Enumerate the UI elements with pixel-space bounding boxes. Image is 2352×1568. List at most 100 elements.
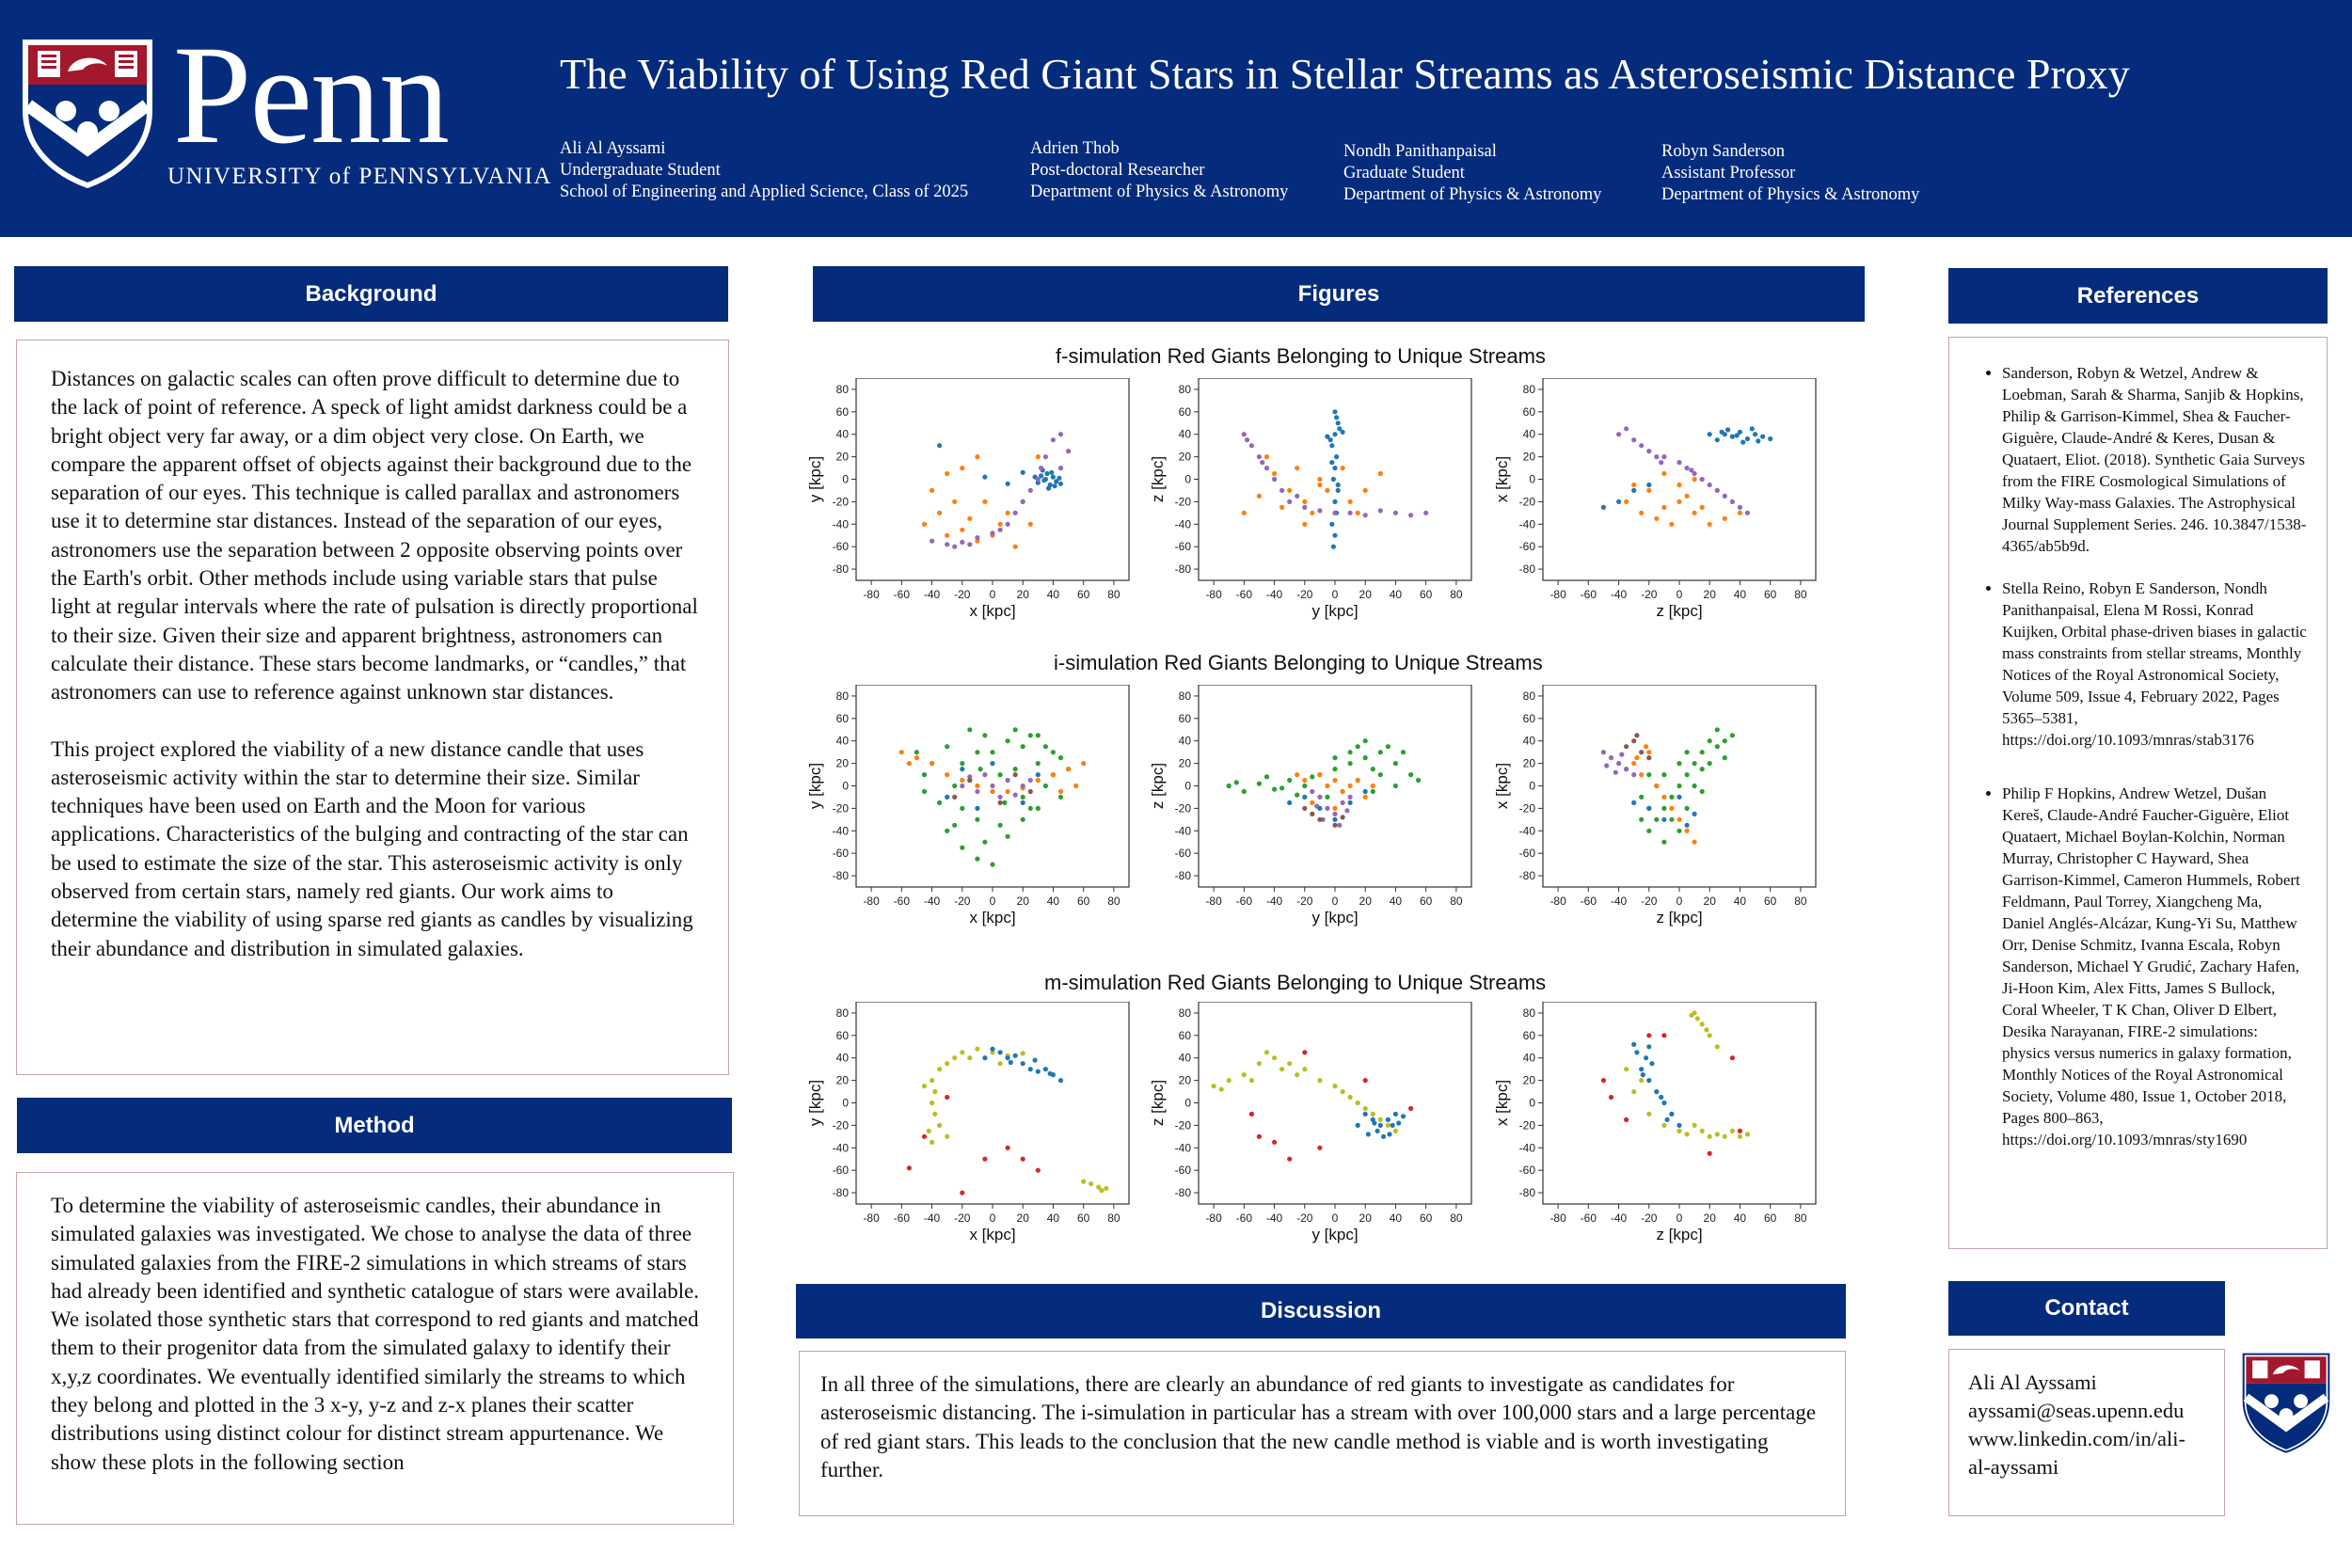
data-point bbox=[1370, 783, 1375, 789]
data-point bbox=[1768, 436, 1773, 442]
data-point bbox=[1035, 733, 1041, 738]
data-point bbox=[1272, 476, 1278, 483]
data-point bbox=[1689, 1012, 1694, 1018]
reference-item: Stella Reino, Robyn E Sanderson, Nondh P… bbox=[2002, 578, 2308, 751]
data-point bbox=[967, 727, 973, 733]
x-tick-label: 80 bbox=[1794, 895, 1807, 908]
data-point bbox=[1287, 487, 1293, 493]
data-point bbox=[1347, 499, 1353, 504]
y-tick-label: 40 bbox=[836, 735, 850, 748]
contact-email[interactable]: ayssami@seas.upenn.edu bbox=[1968, 1399, 2185, 1422]
contact-linkedin-line-2[interactable]: al-ayssami bbox=[1968, 1455, 2059, 1479]
y-tick-label: 0 bbox=[1184, 473, 1191, 486]
data-point bbox=[945, 542, 950, 547]
scatter-panel-0-xy: -80 -80 -60 -60 -40 -40 -20 -20 0 0 20 20 40 40 60 60 80… bbox=[807, 378, 1130, 620]
data-point bbox=[1644, 1055, 1649, 1061]
data-point bbox=[1669, 794, 1675, 800]
data-point bbox=[1347, 1094, 1353, 1101]
x-tick-label: -20 bbox=[954, 588, 971, 601]
data-point bbox=[945, 794, 950, 800]
scatter-panel-0-zx: -80 -80 -60 -60 -40 -40 -20 -20 0 0 20 20 40 40 60 60 80… bbox=[1494, 378, 1817, 620]
data-point bbox=[1408, 772, 1414, 778]
data-point bbox=[960, 767, 965, 772]
data-point bbox=[1104, 1185, 1109, 1191]
data-point bbox=[1057, 755, 1064, 761]
author-4: Robyn Sanderson Assistant Professor Depa… bbox=[1661, 141, 1919, 206]
data-point bbox=[1370, 1111, 1375, 1117]
data-point bbox=[1027, 1067, 1033, 1072]
y-tick-label: -40 bbox=[1175, 1141, 1192, 1154]
x-tick-label: 60 bbox=[1420, 1212, 1433, 1225]
data-point bbox=[1012, 544, 1018, 549]
data-point bbox=[1362, 1105, 1368, 1112]
data-point bbox=[1355, 1100, 1360, 1106]
data-point bbox=[1669, 816, 1675, 822]
data-point bbox=[1365, 1132, 1371, 1137]
data-point bbox=[1734, 433, 1740, 438]
y-tick-label: -40 bbox=[1519, 1141, 1536, 1154]
x-axis-label: y [kpc] bbox=[1311, 602, 1358, 620]
x-tick-label: 60 bbox=[1077, 895, 1090, 908]
data-point bbox=[1744, 436, 1751, 442]
data-point bbox=[1279, 487, 1285, 493]
logo-wordmark: Penn bbox=[173, 17, 450, 173]
x-tick-label: -40 bbox=[924, 588, 941, 601]
data-point bbox=[1325, 487, 1330, 493]
x-tick-label: -40 bbox=[1611, 588, 1628, 601]
data-point bbox=[1646, 1111, 1652, 1117]
data-point bbox=[1646, 1033, 1652, 1038]
data-point bbox=[1241, 1072, 1247, 1078]
data-point bbox=[1639, 510, 1645, 515]
data-point bbox=[1057, 466, 1064, 471]
data-point bbox=[1699, 767, 1705, 772]
data-point bbox=[1684, 750, 1690, 755]
data-point bbox=[1057, 794, 1064, 800]
data-point bbox=[1692, 811, 1697, 816]
data-point bbox=[1392, 1128, 1398, 1133]
data-point bbox=[1714, 487, 1720, 493]
data-point bbox=[1241, 788, 1247, 795]
chart-title-m: m-simulation Red Giants Belonging to Uni… bbox=[1044, 971, 1547, 994]
y-tick-label: -20 bbox=[833, 801, 850, 815]
x-tick-label: -80 bbox=[1205, 1212, 1222, 1225]
data-point bbox=[914, 755, 919, 761]
data-point bbox=[975, 856, 980, 862]
x-tick-label: 20 bbox=[1704, 895, 1717, 908]
x-tick-label: 0 bbox=[1332, 895, 1339, 908]
contact-linkedin-line-1[interactable]: www.linkedin.com/in/ali- bbox=[1968, 1427, 2185, 1450]
chart-title-i: i-simulation Red Giants Belonging to Uni… bbox=[1054, 651, 1543, 674]
data-point bbox=[1661, 816, 1667, 822]
y-tick-label: -80 bbox=[1519, 562, 1536, 576]
data-point bbox=[1744, 1132, 1751, 1137]
data-point bbox=[1332, 822, 1338, 828]
data-point bbox=[1362, 1078, 1368, 1084]
logo-subtitle: UNIVERSITY of PENNSYLVANIA bbox=[167, 164, 552, 189]
data-point bbox=[1362, 487, 1368, 493]
data-point bbox=[1631, 487, 1637, 493]
data-point bbox=[1737, 510, 1742, 515]
data-point bbox=[1740, 439, 1746, 445]
data-point bbox=[1631, 800, 1637, 805]
y-tick-label: -80 bbox=[1175, 562, 1192, 576]
data-point bbox=[1347, 800, 1353, 805]
data-point bbox=[1241, 510, 1247, 515]
data-point bbox=[1332, 805, 1338, 811]
y-axis-label: y [kpc] bbox=[807, 456, 824, 502]
data-point bbox=[1684, 1132, 1690, 1137]
data-point bbox=[932, 1089, 938, 1095]
data-point bbox=[1295, 493, 1300, 499]
data-point bbox=[960, 777, 965, 784]
x-tick-label: -60 bbox=[1581, 588, 1597, 601]
x-axis-label: z [kpc] bbox=[1656, 1226, 1702, 1243]
data-point bbox=[945, 1133, 950, 1139]
data-point bbox=[1035, 777, 1041, 784]
data-point bbox=[1012, 1053, 1018, 1058]
data-point bbox=[1332, 510, 1338, 515]
data-point bbox=[1707, 738, 1712, 744]
x-tick-label: 60 bbox=[1420, 895, 1433, 908]
data-point bbox=[1677, 499, 1682, 504]
data-point bbox=[1707, 761, 1712, 767]
data-point bbox=[1646, 449, 1652, 454]
contact-linkedin[interactable]: www.linkedin.com/in/ali-al-ayssami bbox=[1968, 1425, 2215, 1481]
data-point bbox=[1661, 1122, 1667, 1128]
